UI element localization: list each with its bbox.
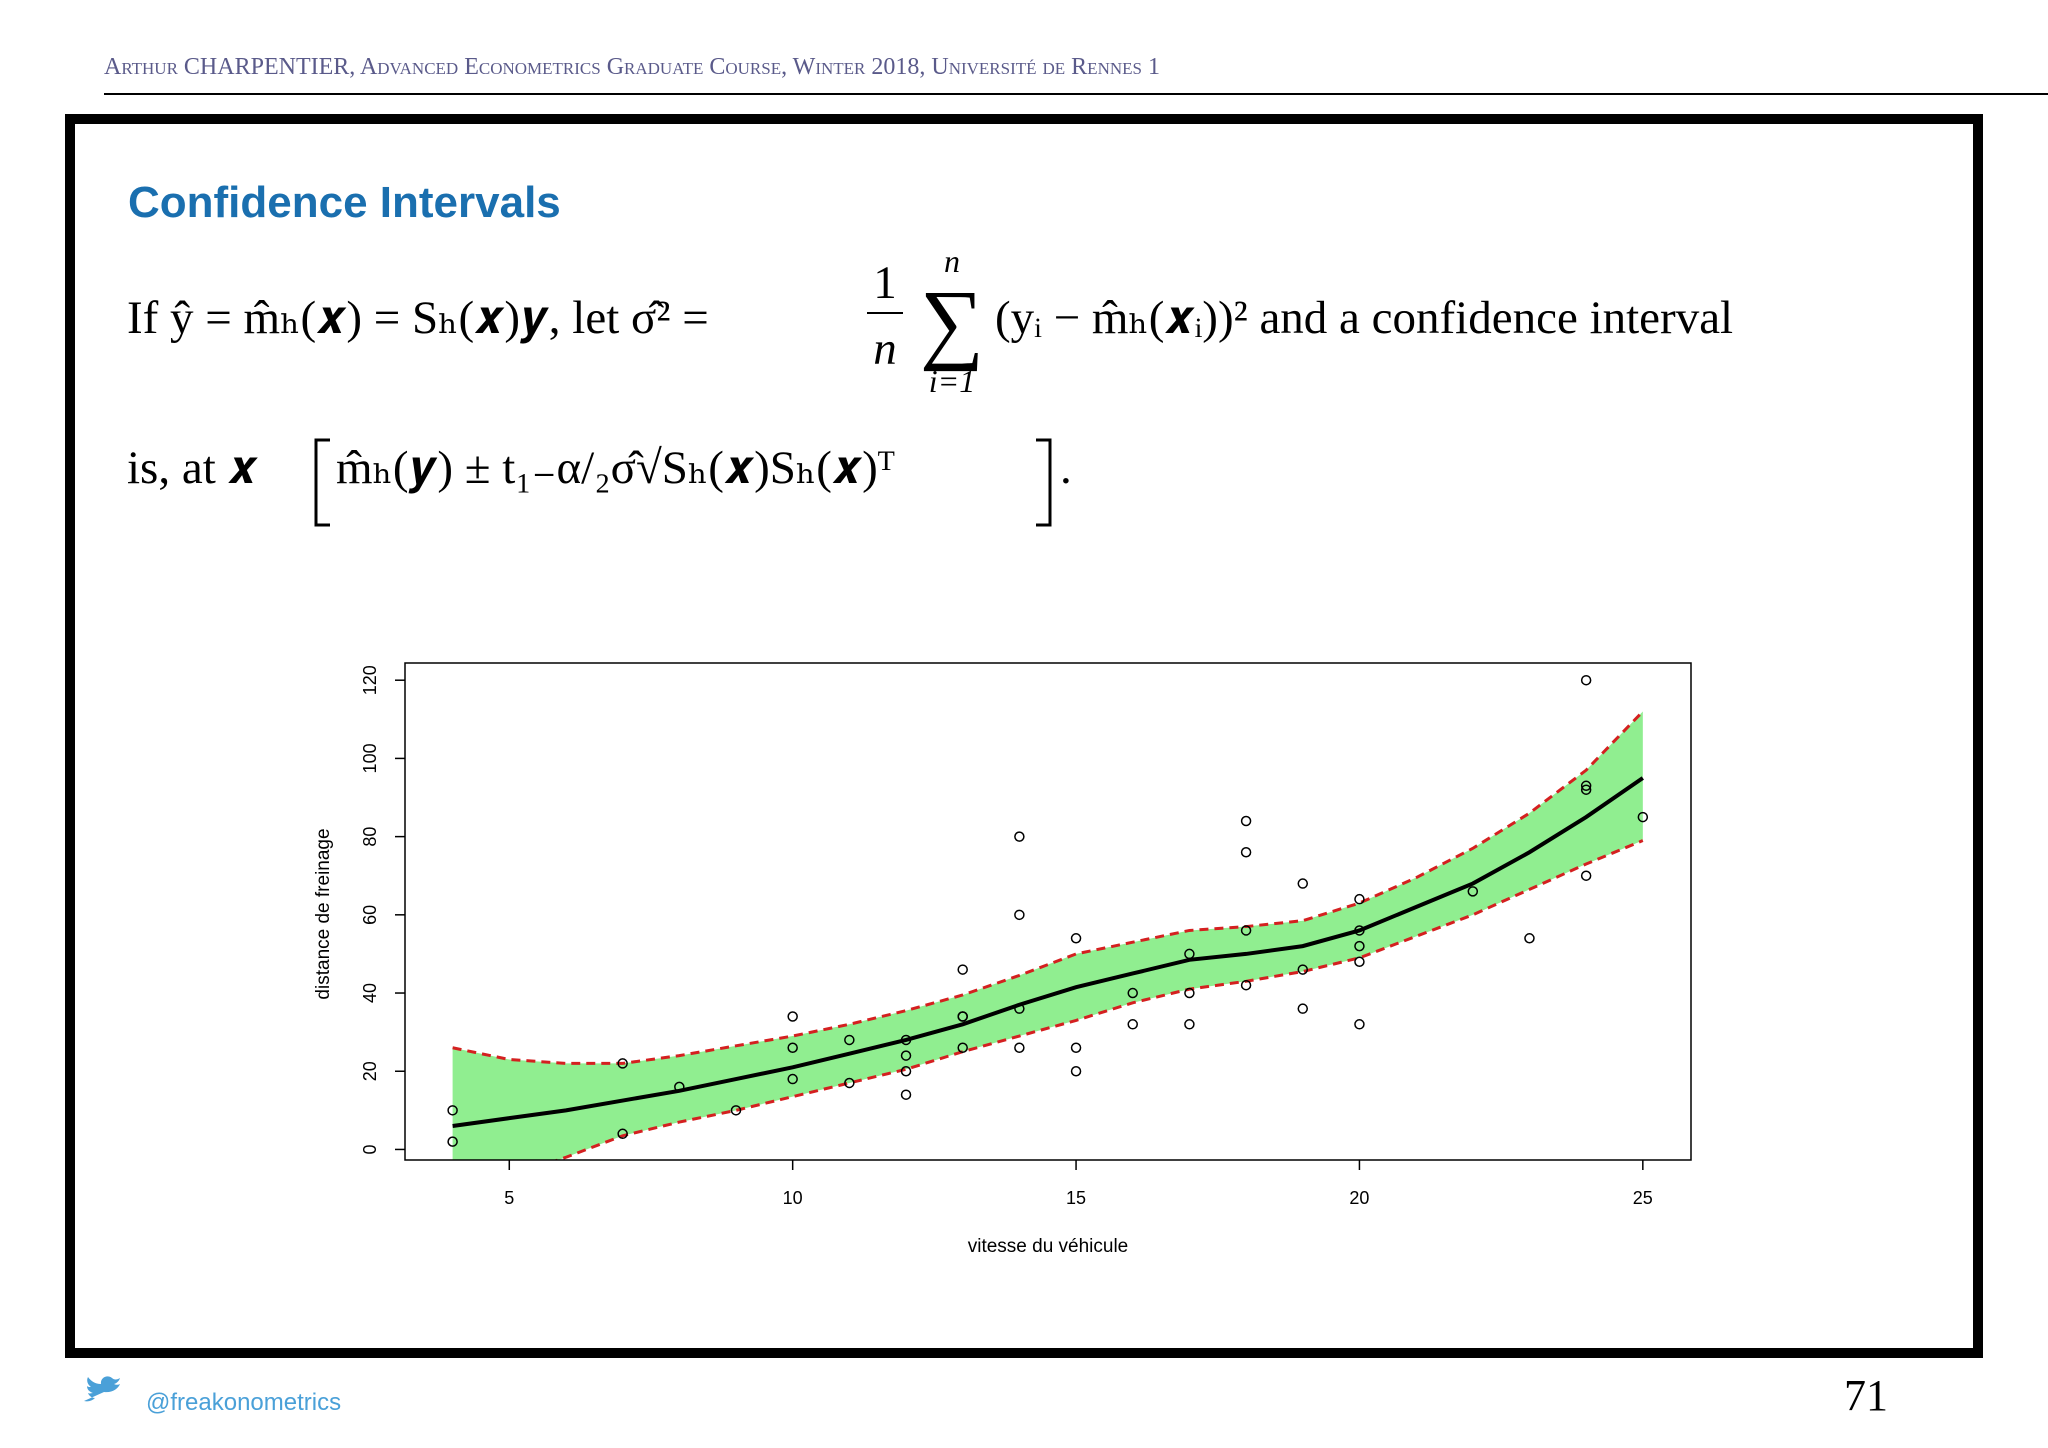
- bracket: [1036, 438, 1052, 527]
- formula-text: (yᵢ − m̂ₕ(𝒙ᵢ))² and a confidence interva…: [995, 292, 1733, 344]
- point: [787, 1042, 798, 1054]
- point: [1524, 933, 1535, 944]
- twitter-handle: @freakonometrics: [146, 1389, 341, 1416]
- y-axis-label: distance de freinage: [313, 828, 334, 999]
- point: [1637, 811, 1649, 823]
- point: [1014, 909, 1025, 921]
- point: [900, 1034, 912, 1046]
- point: [957, 1011, 968, 1022]
- bracket: [314, 438, 330, 527]
- point: [447, 1105, 458, 1116]
- point: [1354, 956, 1365, 967]
- point: [1354, 940, 1365, 952]
- y-tick-label: 20: [360, 1061, 380, 1081]
- page-number: 71: [1844, 1371, 1888, 1420]
- point: [1014, 831, 1025, 842]
- y-tick-label: 40: [360, 983, 380, 1003]
- point: [674, 1081, 685, 1093]
- formula-text: .: [1060, 442, 1072, 494]
- plot-area: [452, 710, 1644, 1160]
- fit-line: [452, 776, 1644, 1128]
- point: [844, 1077, 855, 1089]
- x-tick-label: 25: [1633, 1188, 1653, 1208]
- point: [957, 964, 968, 975]
- point: [900, 1089, 912, 1100]
- x-axis-label: vitesse du véhicule: [968, 1236, 1129, 1257]
- fraction-denominator: n: [873, 323, 897, 375]
- point: [1240, 925, 1252, 936]
- point: [1014, 1042, 1025, 1054]
- point: [447, 1136, 458, 1147]
- point: [1580, 780, 1592, 792]
- point: [1014, 1003, 1025, 1014]
- chart: 0 20 40 60 80 100 120 5 10 15 20 25 vitesse du véhic…: [313, 662, 1692, 1257]
- point: [1127, 1019, 1138, 1030]
- x-tick-label: 20: [1349, 1188, 1369, 1208]
- formula: If ŷ = m̂ₕ(𝒙) = Sₕ(𝒙)𝒚, let σ̂² = 1 n ∑ …: [127, 243, 1733, 527]
- point: [1297, 964, 1309, 975]
- point: [1070, 1065, 1082, 1077]
- header: Arthur CHARPENTIER, Advanced Econometric…: [104, 54, 1160, 80]
- confidence-band: [452, 711, 1643, 1160]
- point: [1184, 987, 1195, 999]
- formula-text: If ŷ = m̂ₕ(𝒙) = Sₕ(𝒙)𝒚, let σ̂² =: [127, 292, 709, 344]
- x-tick-label: 15: [1066, 1188, 1086, 1208]
- point: [1184, 948, 1195, 960]
- formula-text: is, at 𝒙: [127, 442, 259, 494]
- y-tick-label: 80: [360, 827, 380, 847]
- point: [787, 1011, 798, 1022]
- point: [1127, 987, 1138, 999]
- formula-text: m̂ₕ(𝒚) ± t₁₋α/₂σ̂√Sₕ(𝒙)Sₕ(𝒙)ᵀ: [336, 442, 895, 494]
- twitter-icon: [84, 1376, 120, 1402]
- point: [787, 1073, 798, 1085]
- plot-frame: [404, 662, 1692, 1161]
- point: [1240, 847, 1252, 858]
- point: [617, 1058, 628, 1069]
- y-tick-label: 60: [360, 905, 380, 925]
- point: [1297, 878, 1309, 889]
- point: [1354, 893, 1365, 905]
- point: [957, 1042, 968, 1054]
- point: [900, 1065, 912, 1077]
- point: [1354, 1019, 1365, 1030]
- slide-title: Confidence Intervals: [128, 178, 561, 227]
- slide-frame: [65, 114, 1983, 1358]
- point: [844, 1034, 855, 1046]
- fraction-numerator: 1: [873, 257, 897, 309]
- x-tick-label: 5: [504, 1188, 514, 1208]
- point: [1184, 1019, 1195, 1030]
- y-tick-label: 120: [360, 665, 380, 695]
- point: [1240, 979, 1252, 991]
- point: [1354, 925, 1365, 936]
- point: [900, 1050, 912, 1061]
- point: [1070, 1042, 1082, 1054]
- point: [1467, 886, 1479, 897]
- point: [617, 1128, 628, 1140]
- y-tick-label: 0: [360, 1144, 380, 1154]
- point: [1580, 784, 1592, 795]
- point: [1580, 674, 1592, 686]
- y-tick-label: 100: [360, 743, 380, 773]
- point: [1297, 1003, 1309, 1014]
- point: [1240, 815, 1252, 827]
- lower-bound: [553, 839, 1644, 1160]
- sum-upper: n: [944, 243, 960, 279]
- sum-lower: i=1: [929, 363, 975, 399]
- x-tick-label: 10: [783, 1188, 803, 1208]
- point: [730, 1105, 742, 1116]
- point: [1070, 933, 1082, 944]
- upper-bound: [452, 710, 1644, 1065]
- point: [1580, 870, 1592, 881]
- sum-sign: ∑: [920, 273, 984, 372]
